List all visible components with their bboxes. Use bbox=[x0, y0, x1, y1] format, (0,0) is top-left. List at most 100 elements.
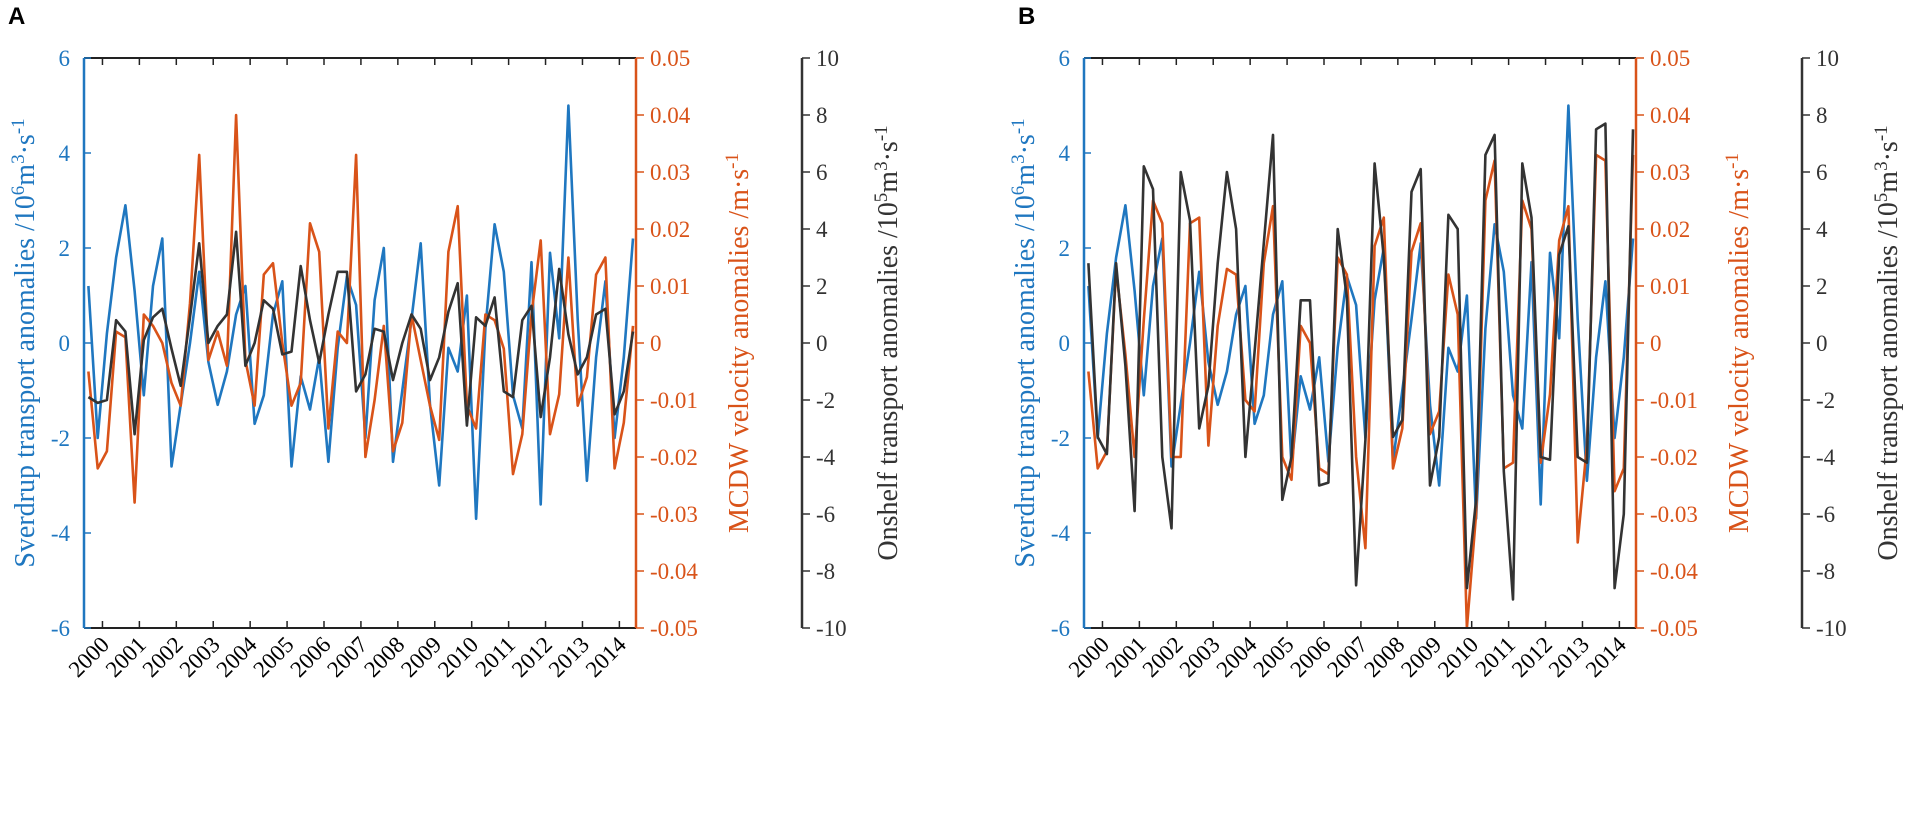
onshelf-transport-line bbox=[87, 230, 635, 436]
middle-tick-label: 0 bbox=[650, 331, 662, 356]
panel-label: B bbox=[1018, 3, 1035, 30]
left-tick-label: -4 bbox=[1051, 521, 1071, 546]
right-tick-label: 6 bbox=[1816, 160, 1828, 185]
panel-a: A 20002001200220032004200520062007200820… bbox=[8, 3, 905, 682]
left-tick-label: 2 bbox=[59, 236, 71, 261]
x-tick-label: 2005 bbox=[248, 632, 298, 682]
x-tick-label: 2005 bbox=[1248, 632, 1298, 682]
x-tick-label: 2000 bbox=[64, 632, 114, 682]
x-tick-label: 2007 bbox=[322, 632, 372, 682]
right-tick-label: -4 bbox=[816, 445, 836, 470]
middle-tick-label: -0.01 bbox=[650, 388, 698, 413]
left-tick-label: -2 bbox=[1051, 426, 1070, 451]
right-tick-label: -10 bbox=[1816, 616, 1847, 641]
x-tick-label: 2004 bbox=[1211, 632, 1262, 683]
right-tick-label: -4 bbox=[1816, 445, 1836, 470]
middle-tick-label: -0.04 bbox=[650, 559, 698, 584]
left-tick-label: 6 bbox=[1059, 46, 1071, 71]
panel-label: A bbox=[8, 3, 25, 30]
middle-tick-label: -0.02 bbox=[650, 445, 698, 470]
right-tick-label: 4 bbox=[1816, 217, 1828, 242]
right-tick-label: 0 bbox=[1816, 331, 1828, 356]
middle-tick-label: -0.03 bbox=[1650, 502, 1698, 527]
middle-tick-label: 0.01 bbox=[650, 274, 690, 299]
middle-tick-label: 0.01 bbox=[1650, 274, 1690, 299]
left-tick-label: 0 bbox=[1059, 331, 1071, 356]
right-tick-label: 10 bbox=[1816, 46, 1839, 71]
right-tick-label: 10 bbox=[816, 46, 839, 71]
panel-b: B 20002001200220032004200520062007200820… bbox=[1008, 3, 1905, 682]
right-tick-label: -8 bbox=[816, 559, 835, 584]
middle-tick-label: 0.02 bbox=[650, 217, 690, 242]
middle-tick-label: 0.02 bbox=[1650, 217, 1690, 242]
x-tick-label: 2013 bbox=[1544, 632, 1594, 682]
left-tick-label: 0 bbox=[59, 331, 71, 356]
x-tick-label: 2012 bbox=[1507, 632, 1557, 682]
x-tick-label: 2002 bbox=[1138, 632, 1188, 682]
sverdrup-transport-line bbox=[1087, 104, 1635, 521]
x-tick-label: 2007 bbox=[1322, 632, 1372, 682]
x-tick-label: 2011 bbox=[1471, 632, 1521, 682]
x-tick-label: 2006 bbox=[1285, 632, 1335, 682]
middle-tick-label: -0.02 bbox=[1650, 445, 1698, 470]
left-tick-label: -6 bbox=[1051, 616, 1070, 641]
right-tick-label: 6 bbox=[816, 160, 828, 185]
x-tick-label: 2014 bbox=[1581, 632, 1632, 683]
sverdrup-transport-line bbox=[87, 104, 635, 521]
x-tick-label: 2008 bbox=[1359, 632, 1409, 682]
middle-axis-label: MCDW velocity anomalies /m·s-1 bbox=[1722, 153, 1756, 533]
x-tick-label: 2002 bbox=[138, 632, 188, 682]
right-tick-label: 8 bbox=[816, 103, 828, 128]
left-tick-label: 4 bbox=[1059, 141, 1071, 166]
left-tick-label: -6 bbox=[51, 616, 70, 641]
middle-tick-label: 0.04 bbox=[650, 103, 691, 128]
x-tick-label: 2001 bbox=[101, 632, 151, 682]
right-tick-label: 4 bbox=[816, 217, 828, 242]
x-tick-label: 2009 bbox=[1396, 632, 1446, 682]
middle-axis-label: MCDW velocity anomalies /m·s-1 bbox=[722, 153, 756, 533]
x-tick-label: 2009 bbox=[396, 632, 446, 682]
x-tick-label: 2001 bbox=[1101, 632, 1151, 682]
middle-tick-label: 0 bbox=[1650, 331, 1662, 356]
right-tick-label: -8 bbox=[1816, 559, 1835, 584]
left-tick-label: 2 bbox=[1059, 236, 1071, 261]
left-tick-label: 6 bbox=[59, 46, 71, 71]
x-tick-label: 2003 bbox=[1175, 632, 1225, 682]
x-tick-label: 2000 bbox=[1064, 632, 1114, 682]
x-tick-label: 2012 bbox=[507, 632, 557, 682]
left-tick-label: -4 bbox=[51, 521, 71, 546]
middle-tick-label: -0.04 bbox=[1650, 559, 1698, 584]
left-tick-label: 4 bbox=[59, 141, 71, 166]
middle-tick-label: 0.04 bbox=[1650, 103, 1691, 128]
middle-tick-label: 0.05 bbox=[650, 46, 690, 71]
right-tick-label: -6 bbox=[1816, 502, 1835, 527]
x-tick-label: 2010 bbox=[433, 632, 483, 682]
onshelf-transport-line bbox=[1087, 122, 1635, 601]
mcdw-velocity-line bbox=[87, 113, 635, 504]
right-tick-label: -2 bbox=[1816, 388, 1835, 413]
x-tick-label: 2014 bbox=[581, 632, 632, 683]
right-tick-label: 2 bbox=[816, 274, 828, 299]
middle-tick-label: 0.03 bbox=[1650, 160, 1690, 185]
middle-tick-label: 0.05 bbox=[1650, 46, 1690, 71]
right-tick-label: -10 bbox=[816, 616, 847, 641]
x-tick-label: 2006 bbox=[285, 632, 335, 682]
plot-area: 2000200120022003200420052006200720082009… bbox=[1008, 46, 1905, 682]
x-tick-label: 2011 bbox=[471, 632, 521, 682]
right-tick-label: 0 bbox=[816, 331, 828, 356]
left-axis-label: Sverdrup transport anomalies /106m3·s-1 bbox=[1008, 118, 1042, 567]
middle-tick-label: -0.01 bbox=[1650, 388, 1698, 413]
middle-tick-label: -0.05 bbox=[1650, 616, 1698, 641]
plot-area: 2000200120022003200420052006200720082009… bbox=[8, 46, 905, 682]
right-axis-label: Onshelf transport anomalies /105m3·s-1 bbox=[871, 125, 905, 560]
x-tick-label: 2013 bbox=[544, 632, 594, 682]
x-tick-label: 2004 bbox=[211, 632, 262, 683]
x-tick-label: 2008 bbox=[359, 632, 409, 682]
x-tick-label: 2010 bbox=[1433, 632, 1483, 682]
middle-tick-label: -0.05 bbox=[650, 616, 698, 641]
mcdw-velocity-line bbox=[1087, 153, 1635, 628]
right-tick-label: 2 bbox=[1816, 274, 1828, 299]
right-axis-label: Onshelf transport anomalies /105m3·s-1 bbox=[1871, 125, 1905, 560]
left-axis-label: Sverdrup transport anomalies /106m3·s-1 bbox=[8, 118, 42, 567]
